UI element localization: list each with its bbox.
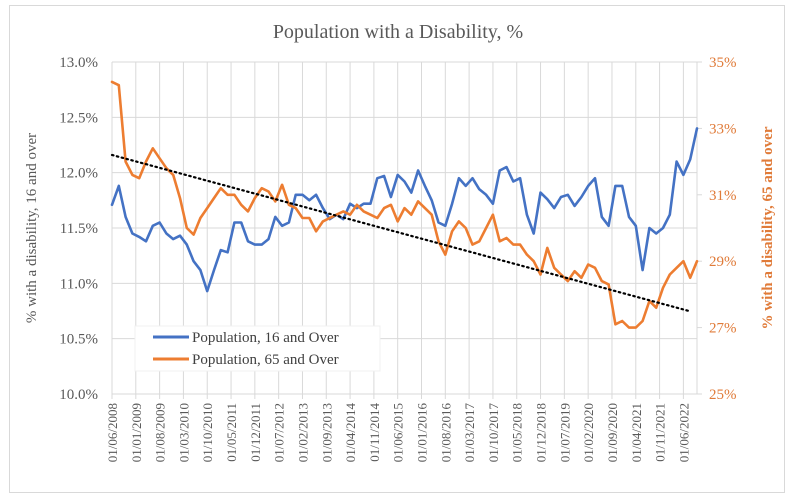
trendline-65-over <box>110 153 691 313</box>
right-axis-ticks: 25% 27% 29% 31% 33% 35% <box>696 55 737 403</box>
right-tick-label: 29% <box>709 254 737 270</box>
x-tick-label: 01/03/2017 <box>462 403 477 463</box>
x-tick-label: 01/03/2010 <box>176 403 191 462</box>
legend: Population, 16 and Over Population, 65 a… <box>134 325 381 372</box>
x-tick-label: 01/07/2019 <box>557 403 572 462</box>
x-tick-label: 01/05/2018 <box>510 403 525 462</box>
x-tick-label: 01/11/2021 <box>653 403 668 462</box>
legend-label-65-over: Population, 65 and Over <box>192 352 339 368</box>
left-tick-label: 12.5% <box>59 110 98 126</box>
x-tick-label: 01/07/2012 <box>272 403 287 462</box>
x-tick-label: 01/04/2021 <box>629 403 644 462</box>
x-tick-label: 01/05/2011 <box>224 403 239 462</box>
left-axis-title: % with a disability, 16 and over <box>24 133 40 323</box>
left-axis-ticks: 10.0% 10.5% 11.0% 11.5% 12.0% 12.5% 13.0% <box>59 55 98 403</box>
left-tick-label: 11.0% <box>60 276 98 292</box>
x-tick-label: 01/01/2016 <box>415 403 430 463</box>
x-tick-label: 01/04/2014 <box>343 403 358 463</box>
left-tick-label: 11.5% <box>60 221 98 237</box>
right-tick-label: 35% <box>709 55 737 71</box>
x-tick-label: 01/09/2020 <box>605 403 620 462</box>
x-tick-label: 01/01/2009 <box>129 403 144 462</box>
right-tick-label: 27% <box>709 321 737 337</box>
x-tick-label: 01/10/2017 <box>486 403 501 463</box>
left-tick-label: 10.5% <box>59 332 98 348</box>
x-axis-ticks: 01/06/2008 01/01/2009 01/08/2009 01/03/2010… <box>105 394 691 462</box>
left-tick-label: 12.0% <box>59 166 98 182</box>
x-tick-label: 01/12/2011 <box>248 403 263 462</box>
x-tick-label: 01/06/2022 <box>676 403 691 462</box>
x-tick-label: 01/08/2009 <box>153 403 168 462</box>
series-lines <box>110 80 699 329</box>
chart-frame <box>9 5 785 493</box>
series-line-16-over <box>110 127 699 293</box>
gridlines <box>111 61 697 395</box>
left-tick-label: 10.0% <box>59 387 98 403</box>
x-tick-label: 01/06/2008 <box>105 403 120 462</box>
series-line-65-over <box>110 80 699 329</box>
x-tick-label: 01/08/2016 <box>438 403 453 463</box>
left-tick-label: 13.0% <box>59 55 98 71</box>
right-tick-label: 33% <box>709 121 737 137</box>
chart-title: Population with a Disability, % <box>273 21 523 43</box>
x-tick-label: 01/09/2013 <box>319 403 334 462</box>
x-tick-label: 01/10/2010 <box>200 403 215 462</box>
right-axis-title: % with a disability, 65 and over <box>760 126 776 329</box>
right-tick-label: 25% <box>709 387 737 403</box>
x-tick-label: 01/02/2020 <box>581 403 596 462</box>
x-tick-label: 01/02/2013 <box>295 403 310 462</box>
x-tick-label: 01/11/2014 <box>367 403 382 462</box>
legend-box <box>134 325 381 372</box>
x-tick-label: 01/06/2015 <box>391 403 406 462</box>
right-tick-label: 31% <box>709 188 737 204</box>
legend-label-16-over: Population, 16 and Over <box>192 330 339 346</box>
x-tick-label: 01/12/2018 <box>534 403 549 462</box>
